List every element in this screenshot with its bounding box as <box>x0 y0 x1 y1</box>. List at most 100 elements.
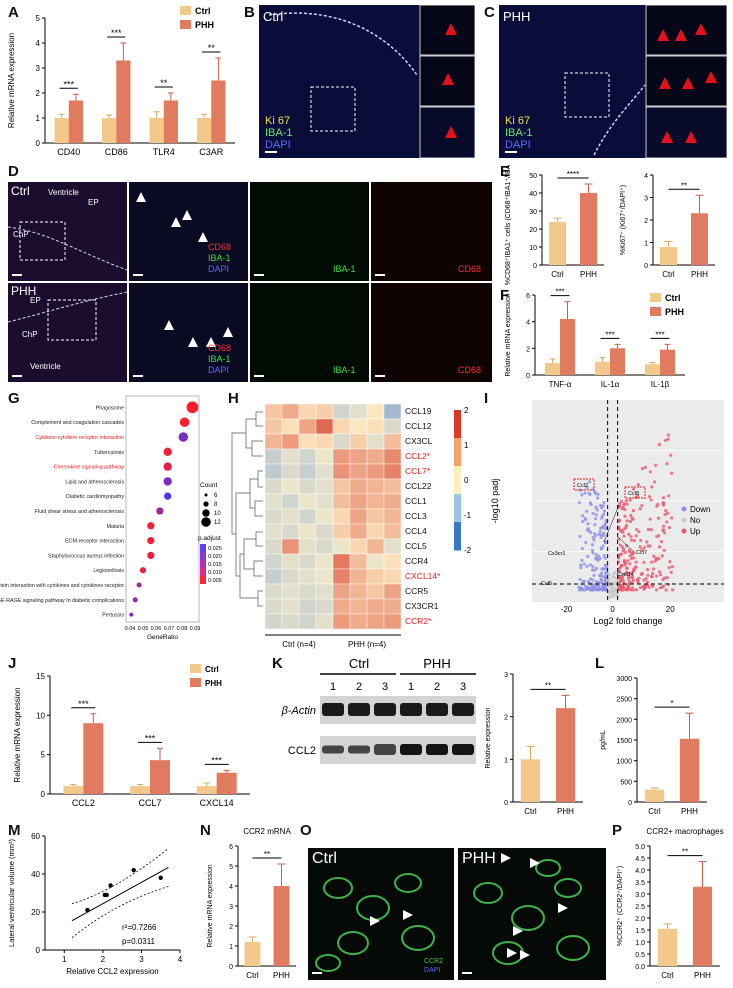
x-tick-label: 2 <box>101 955 106 964</box>
volcano-point <box>593 522 597 527</box>
legend-label: No <box>690 516 701 525</box>
volcano-point <box>620 499 624 503</box>
band-ccl2 <box>400 744 422 755</box>
panel-label-d: D <box>8 163 19 180</box>
bar <box>83 723 104 794</box>
blot-membrane-actin <box>320 696 476 724</box>
r2-label: r²=0.7266 <box>122 923 157 932</box>
y-tick-label: 4 <box>36 39 41 48</box>
padj-legend-title: p.adjust <box>198 535 221 542</box>
heatmap-cell <box>349 598 368 615</box>
volcano-point <box>596 496 600 500</box>
volcano-point <box>665 511 670 516</box>
x-tick-label: PHH <box>694 971 711 980</box>
count-legend-label: 6 <box>214 493 218 499</box>
volcano-point <box>594 513 598 517</box>
y-tick-label: 20 <box>529 227 537 234</box>
y-tick-label: 20 <box>31 908 40 917</box>
count-legend-label: 8 <box>214 502 218 508</box>
volcano-point <box>657 556 661 561</box>
regression-line <box>71 867 169 922</box>
volcano-point <box>630 552 634 557</box>
color-scale-label: 1 <box>464 441 469 450</box>
color-scale-segment <box>454 494 461 523</box>
heatmap-cell <box>315 403 334 420</box>
volcano-point <box>598 503 603 508</box>
y-tick-label: 40 <box>529 191 537 198</box>
micro-d-row2-region-ep: EP <box>30 296 41 305</box>
dot-point <box>132 597 138 603</box>
data-point <box>85 907 90 913</box>
dot-point <box>129 612 134 617</box>
bar <box>273 886 290 966</box>
legend-swatch-phh <box>190 678 201 687</box>
heatmap-cell <box>383 493 402 510</box>
y-axis-label: -log10 padj <box>490 479 500 524</box>
y-tick-label: 2 <box>504 715 508 722</box>
bar <box>68 100 83 143</box>
legend-ctrl: Ctrl <box>665 293 681 303</box>
bar <box>116 60 131 143</box>
y-tick-label: 4.5 <box>635 856 645 863</box>
panel-label-o: O <box>300 822 312 839</box>
dot-point <box>139 567 147 574</box>
volcano-point <box>668 560 672 564</box>
volcano-point <box>670 516 674 520</box>
volcano-point <box>646 573 650 577</box>
term-label: Malaria <box>107 524 124 530</box>
x-tick-label: 1 <box>62 955 67 964</box>
heatmap-cell <box>332 433 351 450</box>
row-dendrogram <box>231 411 263 607</box>
term-label: AGE-RAGE signaling pathway In diabetic c… <box>0 598 124 604</box>
volcano-point <box>657 570 662 574</box>
volcano-point <box>582 562 586 566</box>
volcano-point <box>661 503 666 507</box>
heatmap-cell <box>298 538 317 555</box>
volcano-point <box>669 570 673 574</box>
volcano-point <box>578 577 582 582</box>
dot-point <box>178 432 189 442</box>
volcano-point <box>667 566 671 570</box>
volcano-point <box>591 551 595 555</box>
volcano-point <box>638 585 643 590</box>
heatmap-cell <box>281 568 300 585</box>
y-tick-label: 2.0 <box>635 916 645 923</box>
micro-d-row2-region-chp: ChP <box>22 330 38 339</box>
x-tick-label: PHH <box>681 807 698 816</box>
term-label: Lipid and atherosclerosis <box>65 479 124 485</box>
volcano-point <box>653 463 658 467</box>
heatmap-cell <box>315 463 334 480</box>
volcano-point <box>597 554 601 558</box>
volcano-point <box>662 576 667 580</box>
sig-stars: *** <box>555 288 564 297</box>
volcano-point <box>588 501 592 505</box>
color-scale-label: 2 <box>464 406 469 415</box>
band-ccl2 <box>452 744 474 755</box>
heatmap-cell <box>298 463 317 480</box>
label-box <box>573 478 595 491</box>
volcano-point <box>653 559 657 563</box>
x-tick-label: 0.04 <box>125 626 136 632</box>
heatmap-cell <box>281 538 300 555</box>
blot-group-label: PHH <box>423 656 450 671</box>
volcano-point <box>647 495 652 499</box>
color-scale-label: -2 <box>464 546 472 555</box>
row-label: CXCL14* <box>405 571 441 581</box>
volcano-point <box>593 491 598 496</box>
x-tick-label: 3 <box>139 955 144 964</box>
volcano-point <box>599 526 603 530</box>
volcano-point <box>611 591 615 595</box>
legend-label: Down <box>690 505 710 514</box>
micro-c-label-iba1: IBA-1 <box>505 127 533 139</box>
y-tick-label: 5.0 <box>635 844 645 851</box>
volcano-point <box>592 538 596 542</box>
volcano-point <box>594 516 598 521</box>
volcano-point <box>631 588 636 592</box>
volcano-point <box>648 470 653 474</box>
sig-stars: *** <box>145 733 156 743</box>
heatmap-cell <box>332 508 351 525</box>
volcano-point <box>585 509 589 513</box>
micro-d-grid: Ctrl Ventricle EP ChP CD68 IBA-1 DAPI IB… <box>8 182 492 382</box>
heatmap-cell <box>332 463 351 480</box>
